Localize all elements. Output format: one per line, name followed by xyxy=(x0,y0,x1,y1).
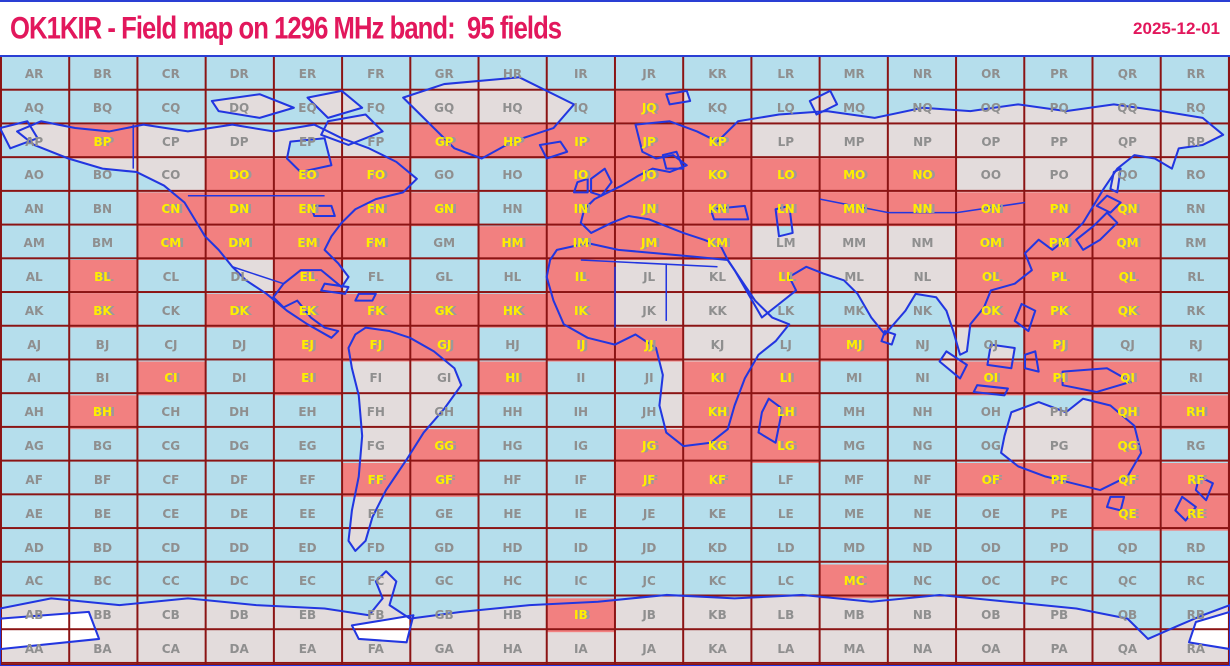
world-map-coastlines xyxy=(0,76,1230,666)
world-grid-map: AR BR CR DR ER FR GR HR IR JR KR LR MR NR OR PR QR RR AQ BQ… xyxy=(0,55,1230,666)
report-date: 2025-12-01 xyxy=(1133,18,1220,38)
page-title: OK1KIR - Field map on 1296 MHz band: 95 … xyxy=(10,10,562,46)
header: OK1KIR - Field map on 1296 MHz band: 95 … xyxy=(0,2,1230,55)
